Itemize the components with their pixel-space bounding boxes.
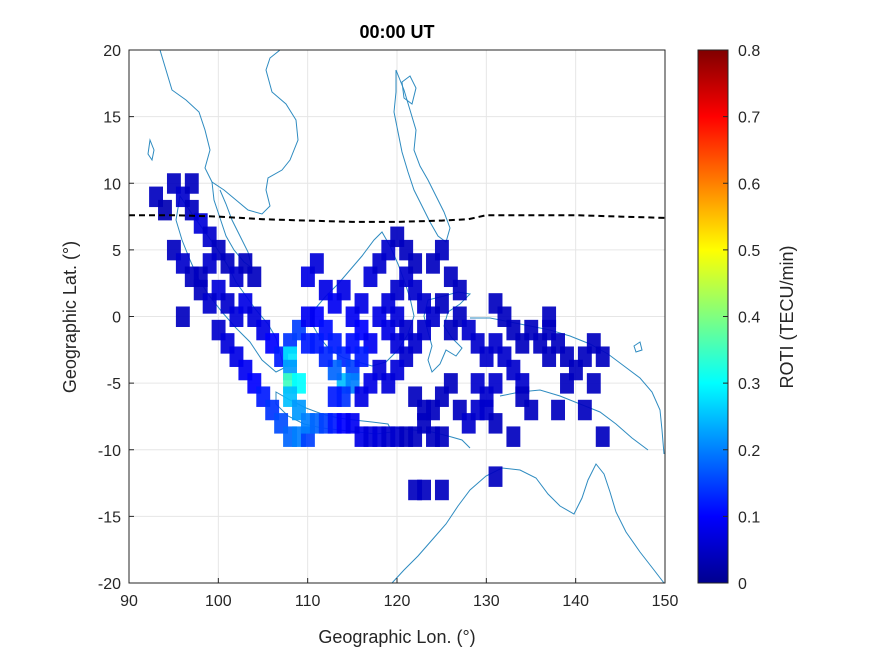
colorbar-tick-label: 0.3	[738, 376, 760, 393]
roti-cell	[434, 426, 449, 447]
y-tick-label: -20	[98, 576, 121, 593]
roti-cell	[506, 426, 521, 447]
roti-cell	[452, 279, 467, 301]
roti-cell	[399, 319, 414, 341]
roti-cell	[524, 399, 539, 421]
colorbar-tick-label: 0.6	[738, 176, 760, 193]
roti-cell	[336, 279, 351, 301]
roti-cell	[354, 293, 369, 314]
roti-cell	[586, 373, 601, 394]
colorbar-tick-label: 0.7	[738, 110, 760, 127]
x-tick-label: 130	[473, 593, 500, 610]
x-axis-ticks: 90 100 110 120 130 140 150	[120, 578, 678, 610]
coastline-small-island-2	[633, 341, 643, 353]
x-axis-label: Geographic Lon. (°)	[318, 627, 475, 647]
roti-cell	[309, 333, 324, 354]
y-tick-label: -10	[98, 443, 121, 460]
x-tick-label: 150	[652, 593, 679, 610]
roti-cell	[327, 386, 342, 407]
roti-cell	[184, 173, 199, 194]
x-tick-label: 120	[384, 593, 411, 610]
x-tick-label: 140	[562, 593, 589, 610]
roti-cell	[542, 306, 557, 327]
roti-cell	[202, 293, 217, 314]
roti-cell	[300, 306, 315, 327]
colorbar-tick-label: 0.4	[738, 310, 760, 327]
y-tick-label: 5	[112, 243, 121, 260]
roti-cell	[434, 293, 449, 314]
roti-cell	[470, 373, 485, 394]
colorbar-ticks: 0.8 0.7 0.6 0.5 0.4 0.3 0.2 0.1 0	[723, 43, 760, 593]
roti-cell	[434, 479, 449, 501]
roti-cell	[309, 253, 324, 274]
colorbar-tick-label: 0.1	[738, 509, 760, 526]
coastline-indochina	[159, 50, 299, 215]
y-tick-label: -15	[98, 509, 121, 526]
colorbar-label: ROTI (TECU/min)	[777, 246, 797, 389]
roti-cell	[434, 239, 449, 261]
roti-cell	[488, 413, 503, 434]
y-tick-label: -5	[107, 376, 121, 393]
coastline-sulawesi	[423, 291, 472, 373]
coastline-australia	[391, 463, 665, 583]
colorbar-tick-label: 0.5	[738, 243, 760, 260]
colorbar-tick-label: 0.2	[738, 443, 760, 460]
coastline-small-island	[147, 138, 155, 162]
colorbar-tick-label: 0	[738, 576, 747, 593]
roti-cell	[158, 199, 172, 221]
x-tick-label: 90	[120, 593, 138, 610]
y-axis-label: Geographic Lat. (°)	[60, 241, 80, 393]
roti-cell	[443, 373, 458, 394]
y-tick-label: 20	[103, 43, 121, 60]
roti-cells	[149, 173, 610, 501]
roti-cell	[595, 426, 610, 447]
roti-cell	[354, 386, 369, 407]
roti-cell	[247, 266, 262, 288]
chart-title: 00:00 UT	[359, 22, 434, 42]
y-tick-label: 0	[112, 310, 121, 327]
roti-cell	[399, 239, 414, 261]
roti-cell	[577, 399, 592, 421]
magnetic-equator-line	[129, 214, 665, 223]
x-tick-label: 100	[205, 593, 232, 610]
roti-cell	[175, 306, 190, 327]
y-tick-label: 10	[103, 176, 121, 193]
colorbar-tick-label: 0.8	[738, 43, 760, 60]
coastline-taiwan	[401, 75, 417, 105]
roti-cell	[551, 399, 565, 421]
y-axis-ticks: 20 15 10 5 0 -5 -10 -15 -20	[98, 43, 134, 593]
roti-cell	[417, 479, 431, 501]
x-tick-label: 110	[295, 593, 321, 610]
roti-cell	[488, 466, 503, 487]
y-tick-label: 15	[103, 110, 121, 127]
roti-cell	[354, 346, 369, 367]
roti-cell	[595, 346, 610, 367]
roti-cell	[560, 373, 574, 394]
